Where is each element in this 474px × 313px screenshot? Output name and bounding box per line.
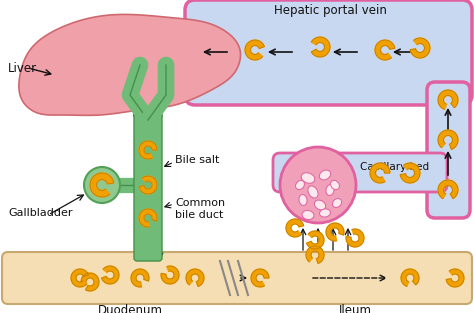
Polygon shape — [245, 40, 264, 60]
Polygon shape — [251, 269, 269, 287]
Polygon shape — [81, 273, 99, 291]
Polygon shape — [326, 223, 344, 241]
Ellipse shape — [84, 167, 120, 203]
FancyBboxPatch shape — [2, 252, 472, 304]
Polygon shape — [400, 163, 420, 183]
Text: Gallbladder: Gallbladder — [8, 208, 73, 218]
Polygon shape — [307, 231, 324, 249]
Polygon shape — [139, 209, 157, 227]
Polygon shape — [446, 269, 464, 287]
Circle shape — [280, 147, 356, 223]
Polygon shape — [161, 266, 179, 284]
Polygon shape — [438, 130, 458, 149]
Ellipse shape — [332, 198, 342, 208]
Ellipse shape — [319, 209, 330, 217]
Polygon shape — [401, 269, 419, 286]
Polygon shape — [306, 246, 324, 264]
Polygon shape — [90, 173, 114, 197]
Polygon shape — [438, 90, 458, 110]
FancyBboxPatch shape — [134, 112, 162, 261]
Text: Liver: Liver — [8, 62, 37, 75]
FancyBboxPatch shape — [273, 153, 447, 192]
Polygon shape — [19, 14, 240, 115]
Polygon shape — [286, 219, 304, 237]
Ellipse shape — [308, 186, 318, 198]
FancyBboxPatch shape — [427, 82, 470, 218]
Polygon shape — [186, 269, 204, 286]
Ellipse shape — [319, 170, 331, 180]
Text: Duodenum: Duodenum — [98, 304, 163, 313]
Ellipse shape — [314, 200, 326, 210]
Polygon shape — [139, 141, 157, 159]
Polygon shape — [311, 37, 330, 57]
Polygon shape — [101, 266, 119, 284]
Ellipse shape — [299, 195, 307, 205]
Polygon shape — [139, 176, 157, 194]
Text: Ileum: Ileum — [338, 304, 372, 313]
Polygon shape — [370, 163, 390, 183]
Polygon shape — [438, 180, 458, 199]
FancyBboxPatch shape — [185, 0, 472, 105]
Ellipse shape — [330, 180, 339, 190]
Text: Capillary bed: Capillary bed — [360, 162, 429, 172]
Ellipse shape — [296, 180, 304, 190]
Text: Hepatic portal vein: Hepatic portal vein — [273, 4, 386, 17]
Text: Common
bile duct: Common bile duct — [175, 198, 225, 220]
Polygon shape — [410, 38, 430, 58]
Ellipse shape — [302, 210, 314, 219]
Polygon shape — [131, 269, 149, 287]
Text: Bile salt: Bile salt — [175, 155, 219, 165]
Ellipse shape — [326, 185, 334, 195]
Polygon shape — [346, 229, 364, 247]
Ellipse shape — [301, 173, 315, 183]
Polygon shape — [375, 40, 395, 60]
Polygon shape — [71, 269, 89, 287]
